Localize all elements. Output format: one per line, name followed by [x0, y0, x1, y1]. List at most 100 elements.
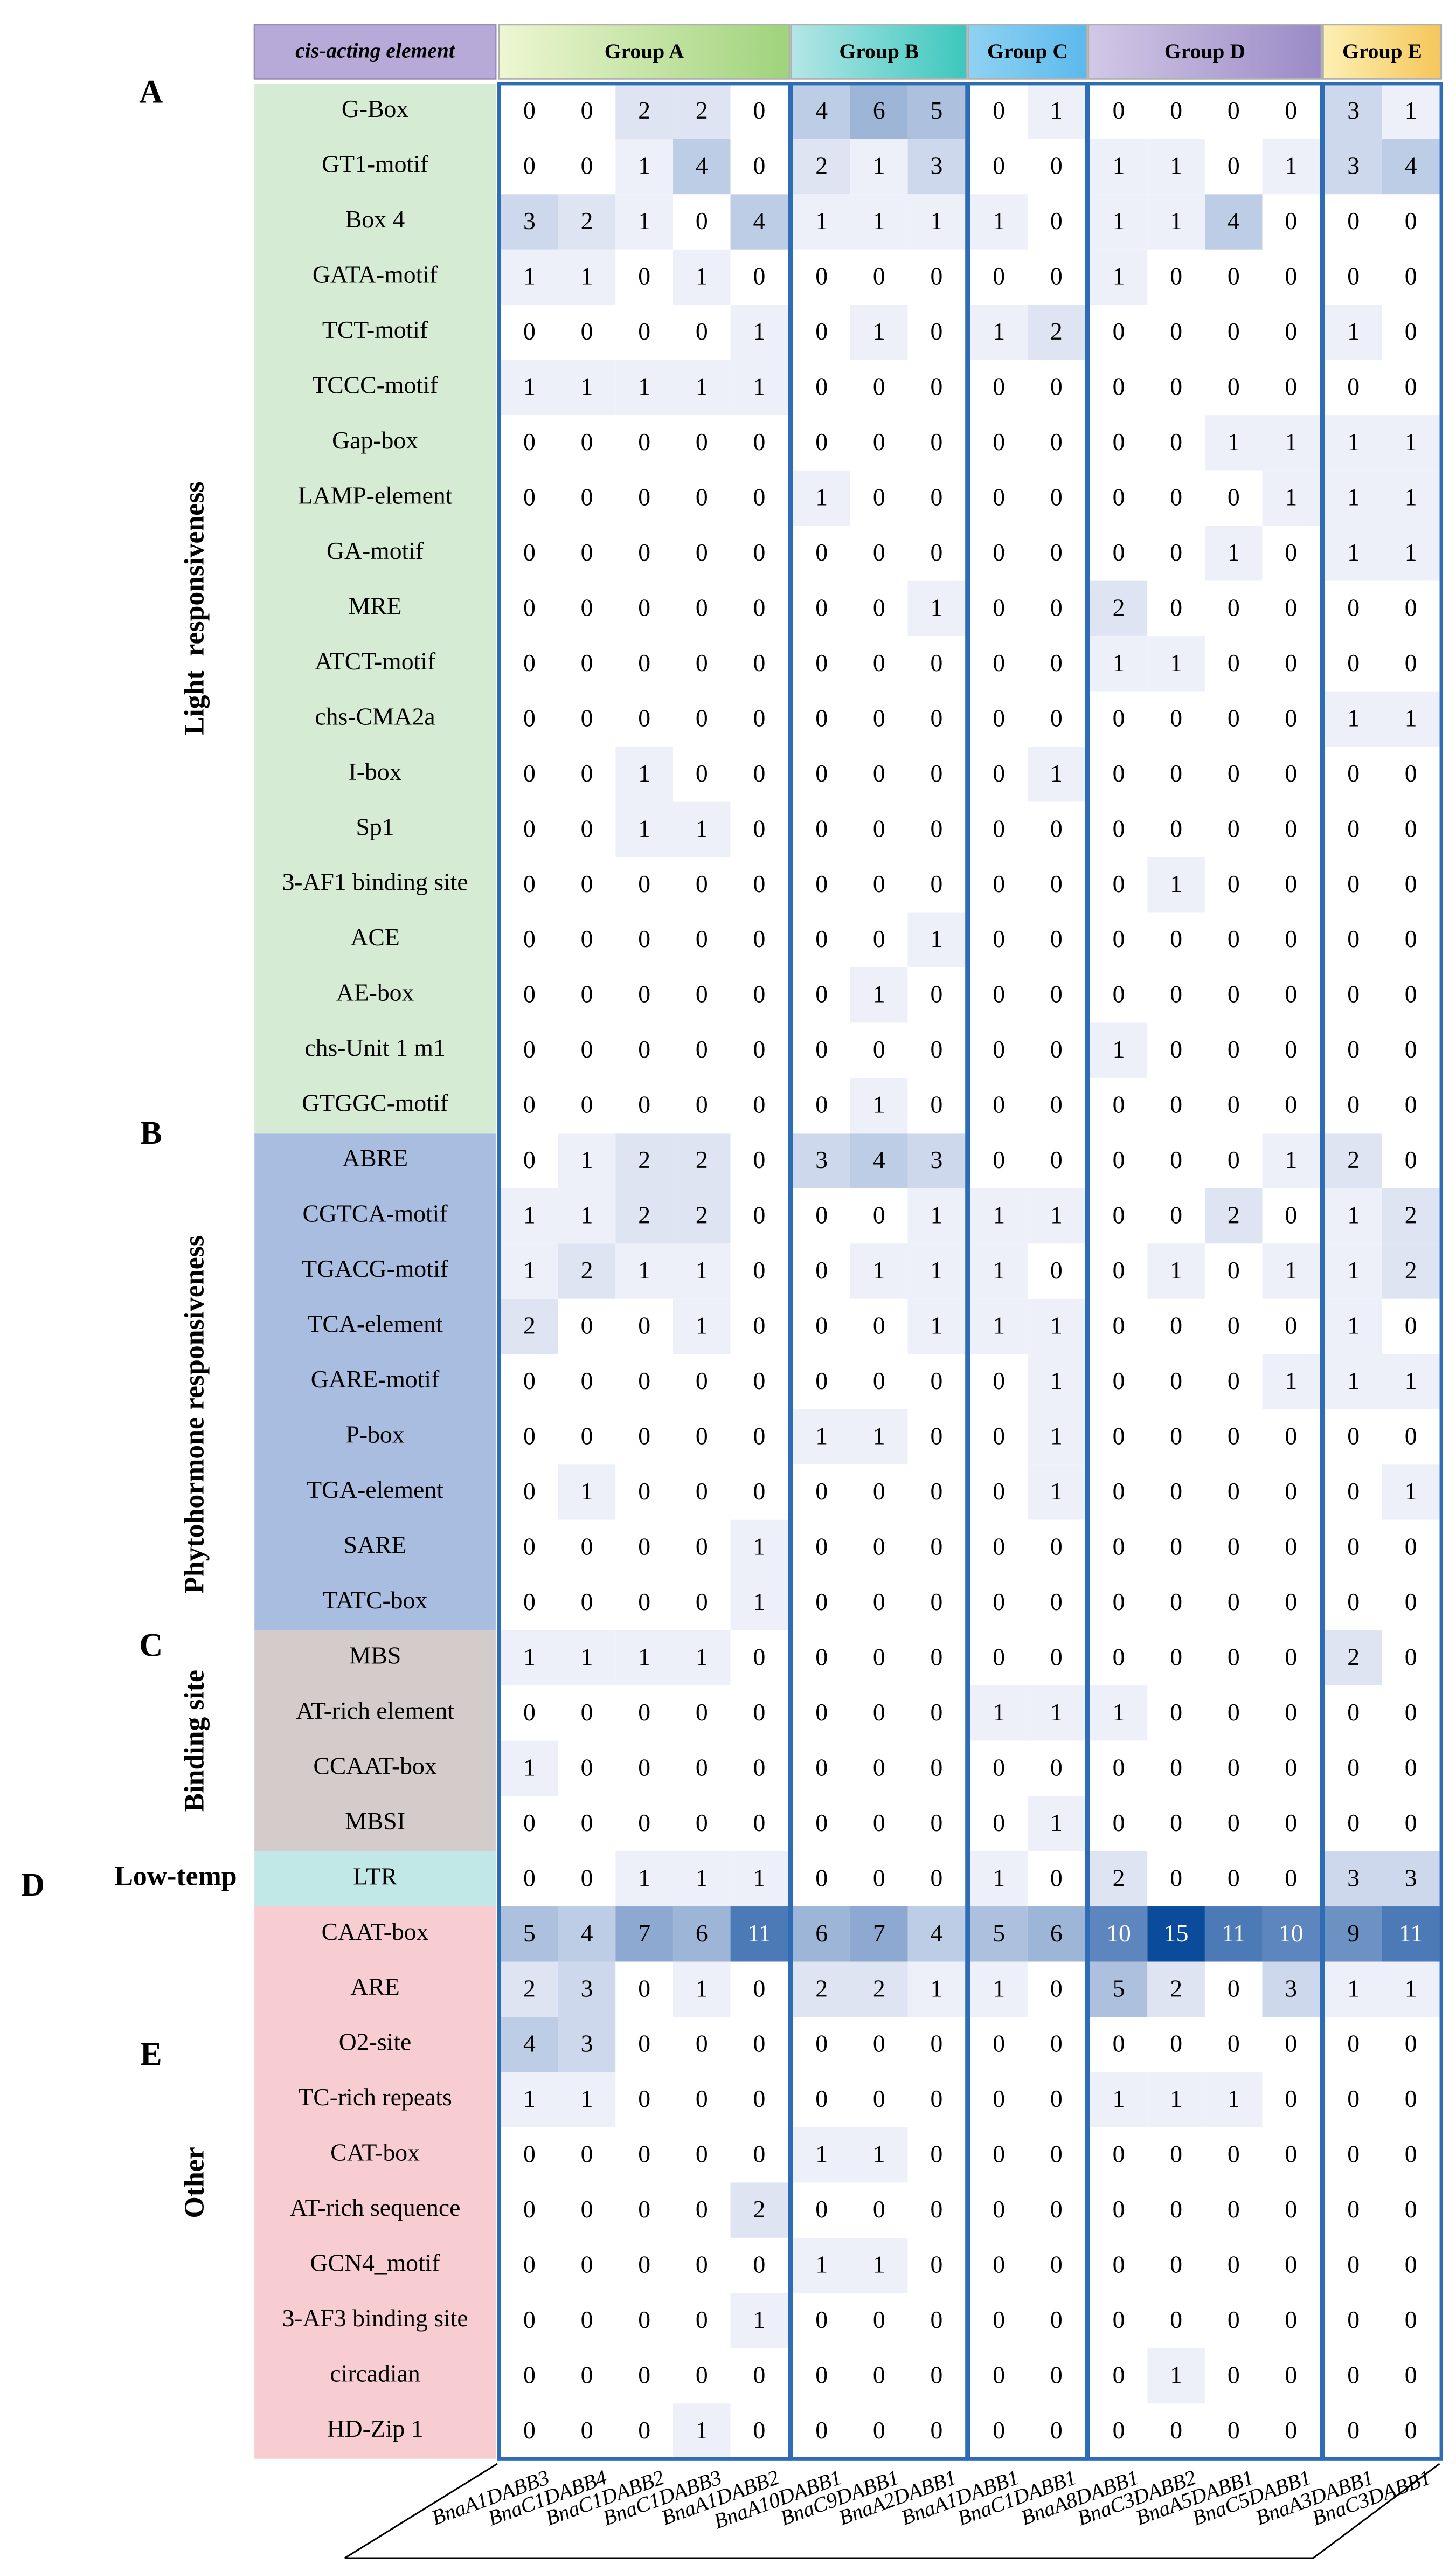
- cell-value: 0: [930, 1698, 942, 1726]
- heat-cell: [672, 415, 731, 471]
- heat-cell: [1147, 1354, 1205, 1409]
- cell-value: 0: [993, 980, 1005, 1008]
- heat-cell: [730, 1740, 788, 1796]
- cell-value: 2: [753, 2195, 765, 2223]
- cell-value: 0: [696, 538, 708, 566]
- heat-cell: [615, 2072, 673, 2127]
- cell-value: 0: [638, 1091, 650, 1118]
- cell-value: 0: [1285, 317, 1297, 345]
- heat-cell: [1325, 194, 1382, 250]
- cell-value: 0: [993, 428, 1005, 455]
- heat-cell: [1262, 2237, 1320, 2293]
- heat-cell: [1204, 139, 1263, 195]
- section-name: Phytohormone responsiveness: [179, 1235, 210, 1594]
- heat-cell: [850, 2182, 908, 2238]
- cell-value: 0: [581, 925, 593, 952]
- heat-cell: [1090, 1630, 1148, 1686]
- cell-value: 4: [581, 1919, 593, 1947]
- heat-cell: [615, 747, 673, 802]
- heat-cell: [850, 1243, 908, 1299]
- element-name: I-box: [349, 758, 402, 785]
- heat-cell: [793, 1630, 850, 1686]
- cell-value: 0: [1113, 1422, 1125, 1450]
- cell-value: 3: [930, 152, 942, 179]
- cell-value: 0: [873, 870, 885, 897]
- heat-cell: [1262, 194, 1320, 250]
- cell-value: 2: [815, 152, 828, 179]
- cell-value: 0: [1170, 2030, 1182, 2057]
- heat-cell: [1090, 857, 1148, 913]
- heat-cell: [1382, 1298, 1440, 1354]
- heat-cell: [730, 1464, 788, 1520]
- heat-cell: [730, 2348, 788, 2404]
- heat-cell: [1382, 470, 1440, 526]
- cell-value: 1: [993, 1312, 1005, 1339]
- cell-value: 2: [1228, 1201, 1240, 1229]
- heat-cell: [793, 1740, 850, 1796]
- cell-value: 0: [1285, 814, 1297, 842]
- cell-value: 0: [873, 1588, 885, 1615]
- heat-cell: [1027, 1740, 1085, 1796]
- cell-value: 0: [753, 1201, 765, 1229]
- heat-cell: [850, 249, 908, 305]
- cell-value: 0: [1050, 2251, 1063, 2278]
- element-name: GARE-motif: [311, 1365, 440, 1393]
- heat-cell: [907, 1464, 966, 1520]
- heat-cell: [1325, 2348, 1382, 2404]
- heat-cell: [1382, 967, 1440, 1023]
- cell-value: 1: [696, 1256, 708, 1284]
- cell-value: 0: [873, 1312, 885, 1339]
- cell-value: 1: [1113, 207, 1125, 234]
- heat-cell: [615, 1188, 673, 1244]
- cell-value: 0: [753, 925, 765, 952]
- heat-cell: [1204, 470, 1263, 526]
- heat-cell: [970, 1077, 1028, 1134]
- cell-value: 3: [581, 1974, 593, 2002]
- heat-cell: [793, 249, 850, 305]
- heat-cell: [1147, 1188, 1205, 1244]
- cell-value: 0: [993, 1809, 1005, 1836]
- cell-value: 0: [581, 2195, 593, 2223]
- cell-value: 0: [1228, 814, 1240, 842]
- heat-cell: [558, 1409, 616, 1465]
- cell-value: 1: [1050, 1698, 1063, 1726]
- heat-cell: [1090, 1740, 1148, 1796]
- heat-cell: [1325, 1851, 1382, 1907]
- cell-value: 1: [696, 1643, 708, 1670]
- cell-value: 0: [1170, 373, 1182, 400]
- element-name: CAT-box: [330, 2139, 420, 2166]
- cell-value: 0: [873, 1477, 885, 1505]
- cell-value: 0: [1228, 2140, 1240, 2168]
- cell-value: 0: [1050, 1091, 1063, 1118]
- heat-cell: [793, 2127, 850, 2183]
- heat-cell: [1090, 1685, 1148, 1741]
- heat-cell: [793, 305, 850, 360]
- heat-cell: [615, 2348, 673, 2404]
- cell-value: 1: [1347, 1367, 1360, 1394]
- heat-cell: [615, 1409, 673, 1465]
- cell-value: 0: [753, 538, 765, 566]
- heat-cell: [1147, 305, 1205, 360]
- cell-value: 0: [815, 1809, 828, 1836]
- heat-cell: [672, 801, 731, 858]
- cell-value: 0: [523, 925, 536, 952]
- heat-cell: [558, 1851, 616, 1907]
- heat-cell: [1204, 691, 1263, 747]
- heat-cell: [1027, 857, 1085, 913]
- heat-cell: [1147, 1133, 1205, 1188]
- heat-cell: [672, 2016, 731, 2072]
- heat-cell: [1147, 636, 1205, 692]
- cell-value: 0: [1170, 2306, 1182, 2333]
- heat-cell: [1262, 1133, 1320, 1188]
- cell-value: 0: [993, 2195, 1005, 2223]
- cell-value: 0: [753, 2416, 765, 2444]
- heat-cell: [1262, 2348, 1320, 2404]
- heat-cell: [558, 249, 616, 305]
- cell-value: 0: [696, 1588, 708, 1615]
- heat-cell: [1382, 1022, 1440, 1078]
- cell-value: 0: [696, 1367, 708, 1394]
- cell-value: 2: [638, 96, 650, 124]
- cell-value: 1: [1170, 649, 1182, 676]
- heat-cell: [970, 2016, 1028, 2072]
- cell-value: 2: [523, 1312, 536, 1339]
